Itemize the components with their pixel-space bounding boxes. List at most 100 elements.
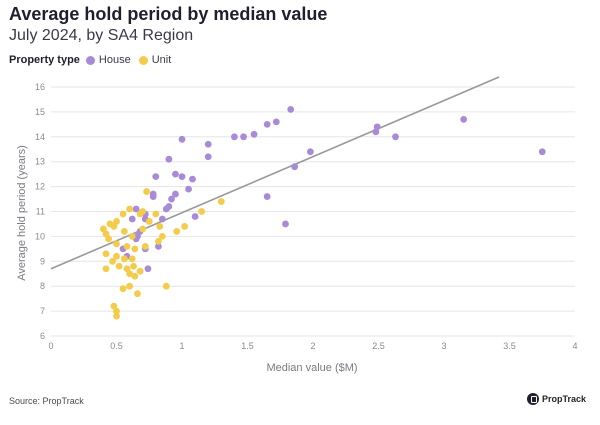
point-house	[128, 215, 136, 223]
point-unit	[173, 228, 181, 235]
y-tick-label: 15	[35, 107, 45, 117]
point-house	[165, 203, 173, 210]
point-unit	[217, 198, 225, 205]
trendline	[50, 76, 500, 270]
y-tick-label: 9	[40, 256, 45, 266]
y-tick-label: 7	[40, 306, 45, 316]
point-house	[460, 115, 468, 123]
trendline-group	[50, 76, 500, 270]
point-house	[231, 133, 238, 141]
legend-house-label: House	[98, 54, 131, 66]
y-axis-ticks: 6 7 8 9 10 11 12 13 14 15 16	[35, 82, 45, 341]
point-unit	[134, 290, 141, 298]
point-unit	[131, 272, 139, 280]
brand-name: PropTrack	[542, 394, 587, 404]
point-house	[158, 215, 166, 223]
point-unit	[123, 242, 131, 250]
point-house	[538, 148, 546, 156]
house-dot-icon	[85, 55, 95, 65]
point-unit	[126, 205, 133, 213]
point-house	[144, 265, 152, 273]
point-unit	[113, 307, 120, 315]
point-house	[189, 175, 196, 183]
point-house	[165, 155, 173, 163]
point-house	[204, 140, 212, 148]
point-house	[178, 173, 186, 181]
point-unit	[156, 223, 164, 230]
point-house	[250, 130, 258, 138]
y-tick-label: 11	[36, 207, 45, 217]
legend-item-house: House	[85, 54, 131, 66]
point-unit	[120, 255, 128, 263]
point-unit	[110, 223, 118, 230]
point-unit	[155, 237, 162, 245]
point-unit	[119, 285, 127, 293]
x-tick-label: 0	[48, 341, 53, 351]
x-tick-label: 2	[310, 341, 315, 351]
point-unit	[110, 302, 118, 310]
point-house	[204, 153, 212, 161]
x-tick-label: 4	[572, 341, 577, 351]
point-unit	[143, 188, 151, 195]
point-house	[149, 193, 157, 200]
point-unit	[145, 218, 153, 225]
point-unit	[105, 235, 113, 243]
point-unit	[102, 230, 110, 238]
point-house	[155, 242, 162, 250]
x-tick-label: 0.5	[110, 341, 123, 351]
point-unit	[130, 262, 137, 270]
point-unit	[113, 312, 120, 320]
point-house	[263, 120, 271, 128]
point-unit	[113, 218, 120, 225]
point-unit	[139, 225, 147, 233]
x-axis-label: Median value ($M)	[266, 362, 357, 374]
legend: Property type House Unit	[9, 54, 179, 66]
legend-label: Property type	[9, 54, 80, 66]
y-tick-label: 6	[40, 331, 45, 341]
point-unit	[126, 270, 133, 278]
legend-unit-label: Unit	[151, 54, 172, 66]
point-unit	[113, 240, 120, 248]
point-house	[240, 133, 247, 141]
point-unit	[120, 228, 128, 235]
point-unit	[123, 265, 131, 273]
point-house	[392, 133, 399, 141]
proptrack-logo-icon	[527, 393, 539, 405]
point-house	[172, 170, 179, 178]
point-house	[282, 220, 289, 228]
point-unit	[158, 233, 166, 240]
point-unit	[141, 242, 149, 250]
point-house	[263, 193, 271, 200]
y-tick-label: 10	[35, 231, 45, 241]
y-tick-label: 8	[40, 281, 45, 291]
point-house	[185, 185, 192, 193]
point-house	[172, 190, 179, 198]
point-unit	[131, 245, 139, 253]
y-tick-label: 12	[35, 182, 45, 192]
point-unit	[126, 282, 133, 290]
point-house	[168, 195, 175, 203]
x-axis-ticks: 0 0.5 1 1.5 2 2.5 3 3.5 4	[48, 341, 577, 351]
point-house	[373, 123, 381, 131]
point-house	[291, 163, 299, 171]
point-unit	[102, 250, 110, 258]
y-axis-label: Average hold period (years)	[16, 145, 28, 281]
point-unit	[152, 210, 160, 218]
unit-dot-icon	[138, 55, 148, 65]
chart-subtitle: July 2024, by SA4 Region	[9, 27, 194, 44]
point-unit	[109, 257, 116, 265]
x-tick-label: 3	[441, 341, 446, 351]
x-tick-label: 2.5	[372, 341, 385, 351]
x-tick-label: 1	[179, 341, 184, 351]
point-house	[272, 118, 280, 126]
x-tick-label: 3.5	[503, 341, 516, 351]
point-house	[287, 106, 295, 113]
chart-title: Average hold period by median value	[9, 4, 328, 24]
point-unit	[162, 282, 170, 290]
point-unit	[113, 252, 120, 260]
point-unit	[119, 210, 127, 218]
y-tick-label: 14	[35, 132, 45, 142]
point-unit	[102, 265, 110, 273]
point-unit	[128, 233, 136, 240]
point-unit	[100, 225, 107, 233]
